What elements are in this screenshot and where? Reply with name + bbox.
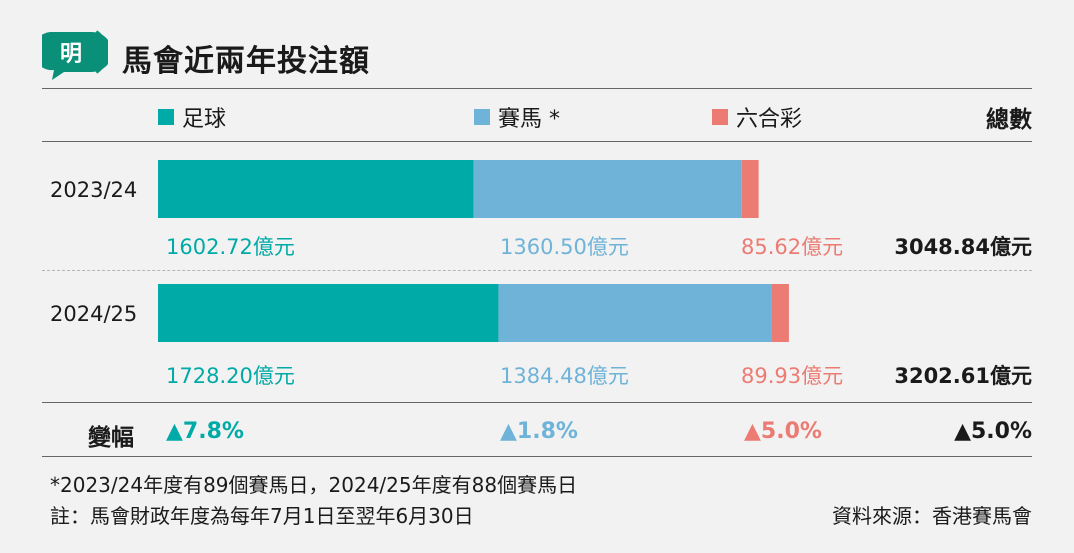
legend-swatch-horse-racing [474,109,490,125]
change-divider [42,402,1032,403]
row-divider [42,270,1032,271]
value-football-2024-25: 1728.20億元 [166,364,295,388]
value-mark-six-2024-25: 89.93億元 [741,364,844,388]
change-header: 變幅 [88,425,134,451]
totals-header: 總數 [986,107,1032,133]
bar-horse-racing-2023-24 [473,160,742,218]
value-horse-racing-2024-25: 1384.48億元 [500,364,629,388]
legend-item-football: 足球 [158,101,226,133]
footer-divider [42,456,1032,457]
legend-item-horse-racing: 賽馬 * [474,101,560,133]
change-horse-racing: ▲1.8% [500,419,578,444]
legend-label-football: 足球 [182,107,227,132]
logo-text: 明 [60,42,82,67]
year-label-2023-24: 2023/24 [50,178,138,202]
bar-mark-six-2023-24 [741,160,759,218]
bar-mark-six-2024-25 [771,284,789,342]
change-football: ▲7.8% [166,419,244,444]
change-total: ▲5.0% [954,419,1032,444]
chart-title: 馬會近兩年投注額 [122,44,370,79]
legend-divider [42,141,1032,142]
change-mark-six: ▲5.0% [744,419,822,444]
total-2024-25: 3202.61億元 [894,364,1032,388]
bar-horse-racing-2024-25 [498,284,772,342]
legend-label-horse-racing: 賽馬 * [498,107,560,132]
legend-swatch-mark-six [712,109,728,125]
value-football-2023-24: 1602.72億元 [166,235,295,259]
bar-football-2023-24 [158,160,474,218]
footnote-fiscal-year: 註：馬會財政年度為每年7月1日至翌年6月30日 [50,504,474,528]
value-mark-six-2023-24: 85.62億元 [741,235,844,259]
year-label-2024-25: 2024/25 [50,302,138,326]
data-source: 資料來源：香港賽馬會 [832,504,1032,528]
newspaper-logo-icon: 明 [32,26,112,82]
footnote-racing-days: *2023/24年度有89個賽馬日，2024/25年度有88個賽馬日 [50,473,578,497]
bar-football-2024-25 [158,284,499,342]
legend-label-mark-six: 六合彩 [736,107,803,132]
total-2023-24: 3048.84億元 [894,235,1032,259]
value-horse-racing-2023-24: 1360.50億元 [500,235,629,259]
legend-swatch-football [158,109,174,125]
legend-item-mark-six: 六合彩 [712,101,802,133]
header-divider [42,88,1032,89]
